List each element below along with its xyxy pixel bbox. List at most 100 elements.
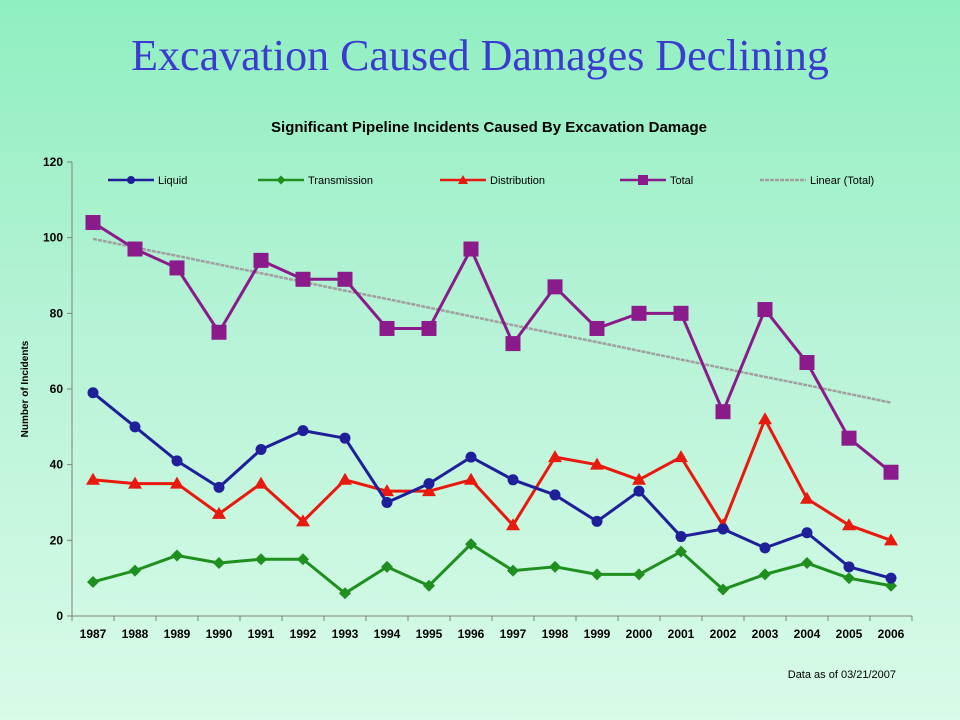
liquid-point <box>423 478 435 490</box>
series-transmission <box>87 538 897 600</box>
x-tick-label: 1999 <box>584 627 611 641</box>
chart-panel: Significant Pipeline Incidents Caused By… <box>8 100 952 692</box>
distribution-point <box>128 476 142 489</box>
transmission-point <box>549 560 561 573</box>
x-tick-label: 2000 <box>626 627 653 641</box>
total-point <box>799 355 815 371</box>
transmission-point <box>465 538 477 551</box>
liquid-point <box>717 523 729 535</box>
x-tick-label: 1990 <box>206 627 233 641</box>
liquid-point <box>507 474 519 486</box>
distribution-point <box>464 472 478 485</box>
transmission-point <box>255 553 267 566</box>
series-total <box>85 215 899 480</box>
transmission-point <box>801 557 813 570</box>
total-point <box>547 279 563 295</box>
legend-linear-total-label: Linear (Total) <box>810 175 874 187</box>
distribution-point <box>632 472 646 485</box>
transmission-point <box>339 587 351 600</box>
transmission-point <box>843 572 855 585</box>
y-tick-label: 0 <box>56 609 63 623</box>
series-linear-total <box>92 237 892 404</box>
y-tick-label: 40 <box>50 458 64 472</box>
distribution-point <box>422 484 436 497</box>
y-axis-label: Number of Incidents <box>20 340 31 437</box>
slide-title: Excavation Caused Damages Declining <box>131 31 829 80</box>
distribution-point <box>212 506 226 519</box>
total-point <box>211 324 227 340</box>
y-tick-label: 100 <box>43 231 63 245</box>
legend-liquid-label: Liquid <box>158 175 187 187</box>
distribution-line <box>92 417 892 542</box>
total-point <box>841 430 857 446</box>
distribution-point <box>170 476 184 489</box>
distribution-point <box>254 476 268 489</box>
legend-liquid-marker <box>127 176 135 184</box>
distribution-point <box>674 450 688 463</box>
legend-distribution-label: Distribution <box>490 175 545 187</box>
x-tick-label: 1989 <box>164 627 191 641</box>
data-date-footnote: Data as of 03/21/2007 <box>788 669 896 681</box>
distribution-point <box>842 518 856 531</box>
total-point <box>337 271 353 287</box>
total-line <box>92 221 892 474</box>
total-point <box>85 215 101 231</box>
liquid-point <box>255 444 267 456</box>
x-tick-label: 1998 <box>542 627 569 641</box>
legend-distribution-marker <box>458 175 468 184</box>
distribution-point <box>884 533 898 546</box>
transmission-point <box>675 545 687 558</box>
x-tick-label: 2006 <box>878 627 905 641</box>
x-tick-label: 2002 <box>710 627 737 641</box>
distribution-point <box>590 457 604 470</box>
liquid-point <box>381 497 393 508</box>
x-tick-label: 1987 <box>80 627 107 641</box>
legend: Liquid Transmission Distribution Total Linea… <box>108 175 874 187</box>
transmission-point <box>381 560 393 573</box>
total-point <box>589 320 605 336</box>
liquid-point <box>339 432 351 444</box>
liquid-point <box>885 572 897 584</box>
transmission-point <box>633 568 645 581</box>
distribution-point <box>380 484 394 497</box>
liquid-point <box>129 421 141 433</box>
y-tick-label: 20 <box>50 533 64 547</box>
liquid-point <box>591 515 603 527</box>
transmission-point <box>507 564 519 577</box>
series-layer <box>85 215 899 600</box>
linear-total-line <box>92 237 892 404</box>
transmission-point <box>423 579 435 592</box>
x-tick-label: 1994 <box>374 627 401 641</box>
x-tick-label: 1988 <box>122 627 149 641</box>
liquid-point <box>171 455 183 467</box>
x-tick-label: 1992 <box>290 627 317 641</box>
total-point <box>883 464 899 480</box>
x-tick-label: 1995 <box>416 627 443 641</box>
line-chart: Significant Pipeline Incidents Caused By… <box>20 119 913 681</box>
distribution-point <box>338 472 352 485</box>
y-tick-label: 60 <box>50 382 64 396</box>
liquid-point <box>297 425 309 437</box>
y-tick-label: 120 <box>43 155 63 169</box>
x-tick-label: 2001 <box>668 627 695 641</box>
transmission-point <box>717 583 729 596</box>
total-point <box>379 320 395 336</box>
liquid-point <box>801 527 813 539</box>
transmission-line <box>92 542 892 595</box>
total-point <box>715 404 731 420</box>
legend-transmission-label: Transmission <box>308 175 373 187</box>
distribution-point <box>758 412 772 425</box>
legend-total-label: Total <box>670 175 693 187</box>
transmission-point <box>87 575 99 588</box>
x-tick-label: 2005 <box>836 627 863 641</box>
distribution-point <box>296 514 310 527</box>
transmission-point <box>129 564 141 577</box>
x-tick-label: 1997 <box>500 627 527 641</box>
transmission-point <box>297 553 309 566</box>
liquid-point <box>465 451 477 463</box>
total-point <box>169 260 185 276</box>
total-point <box>757 302 773 318</box>
series-distribution <box>86 412 898 546</box>
liquid-point <box>87 387 99 399</box>
liquid-line <box>92 391 892 580</box>
